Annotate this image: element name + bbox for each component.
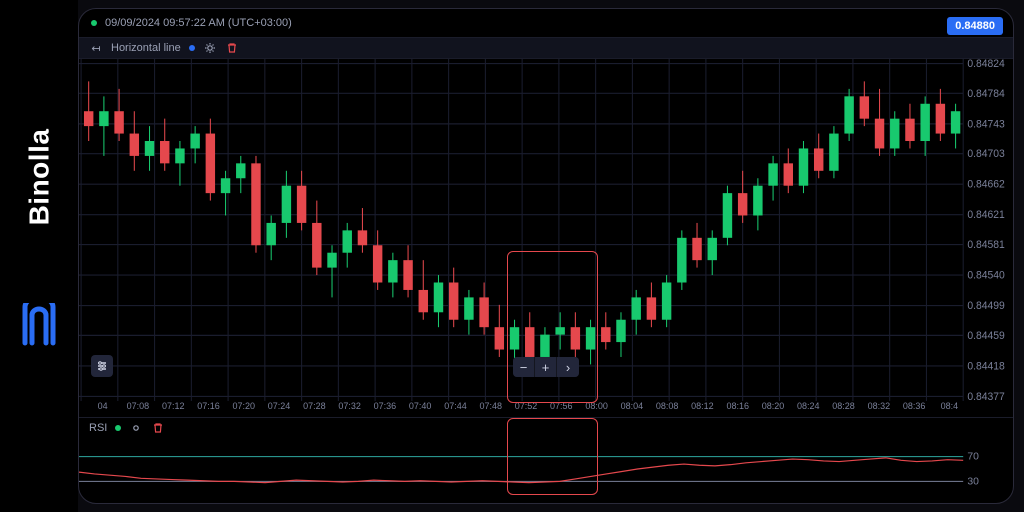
candlestick-chart[interactable]: 0.84824 0.84784 0.84743 0.84703 0.84662 0.846… xyxy=(79,59,1013,401)
svg-text:0.84743: 0.84743 xyxy=(967,118,1004,131)
x-axis: 0407:0807:1207:1607:2007:2407:2807:3207:… xyxy=(79,401,1013,417)
meta-row: 09/09/2024 09:57:22 AM (UTC+03:00) xyxy=(79,9,1013,37)
hline-label: Horizontal line xyxy=(111,42,181,54)
xtick: 07:08 xyxy=(120,401,155,411)
xtick: 08:24 xyxy=(791,401,826,411)
horizontal-line-bar: ↤ Horizontal line xyxy=(79,37,1013,59)
xtick: 07:56 xyxy=(544,401,579,411)
svg-text:0.84418: 0.84418 xyxy=(967,360,1004,373)
svg-text:0.84377: 0.84377 xyxy=(967,390,1004,401)
xtick: 07:36 xyxy=(367,401,402,411)
xtick: 07:32 xyxy=(332,401,367,411)
rsi-panel: RSI 70 30 xyxy=(79,417,1013,503)
svg-text:0.84459: 0.84459 xyxy=(967,329,1004,342)
svg-text:0.84824: 0.84824 xyxy=(967,59,1004,70)
svg-text:0.84703: 0.84703 xyxy=(967,148,1004,161)
xtick: 08:08 xyxy=(650,401,685,411)
xtick: 08:4 xyxy=(932,401,967,411)
brand-sidebar: Binolla xyxy=(0,0,78,512)
chart-settings-icon[interactable] xyxy=(91,355,113,377)
rsi-dot-green-icon[interactable] xyxy=(115,425,121,431)
price-badge: 0.84880 xyxy=(947,17,1003,35)
svg-text:0.84784: 0.84784 xyxy=(967,87,1004,100)
trash-icon[interactable] xyxy=(225,41,239,55)
zoom-controls: − + › xyxy=(513,357,579,377)
xtick: 04 xyxy=(85,401,120,411)
drag-handle-icon[interactable]: ↤ xyxy=(89,41,103,55)
rsi-header: RSI xyxy=(79,418,1013,438)
chart-panel: 09/09/2024 09:57:22 AM (UTC+03:00) 0.848… xyxy=(78,8,1014,504)
brand-logo-icon xyxy=(19,303,59,352)
xtick: 07:48 xyxy=(473,401,508,411)
svg-text:0.84621: 0.84621 xyxy=(967,209,1004,222)
rsi-trash-icon[interactable] xyxy=(151,421,165,435)
xtick: 07:44 xyxy=(438,401,473,411)
xtick: 07:16 xyxy=(191,401,226,411)
timestamp: 09/09/2024 09:57:22 AM (UTC+03:00) xyxy=(105,17,292,29)
xtick: 08:12 xyxy=(685,401,720,411)
xtick: 07:24 xyxy=(261,401,296,411)
xtick: 08:04 xyxy=(614,401,649,411)
svg-text:0.84662: 0.84662 xyxy=(967,178,1004,191)
xtick: 07:40 xyxy=(403,401,438,411)
xtick: 07:52 xyxy=(508,401,543,411)
xtick: 08:36 xyxy=(896,401,931,411)
zoom-in-button[interactable]: + xyxy=(535,357,557,377)
svg-text:0.84581: 0.84581 xyxy=(967,239,1004,252)
brand-name: Binolla xyxy=(23,128,55,225)
svg-text:0.84540: 0.84540 xyxy=(967,269,1004,282)
xtick: 08:32 xyxy=(861,401,896,411)
zoom-next-button[interactable]: › xyxy=(557,357,579,377)
xtick: 08:16 xyxy=(720,401,755,411)
svg-text:70: 70 xyxy=(967,452,979,463)
xtick: 07:20 xyxy=(226,401,261,411)
gear-icon[interactable] xyxy=(203,41,217,55)
rsi-label: RSI xyxy=(89,422,107,434)
xtick: 08:28 xyxy=(826,401,861,411)
svg-text:30: 30 xyxy=(967,477,979,488)
hline-color-dot-icon[interactable] xyxy=(189,45,195,51)
svg-text:0.84499: 0.84499 xyxy=(967,300,1004,313)
zoom-out-button[interactable]: − xyxy=(513,357,535,377)
rsi-gear-icon[interactable] xyxy=(129,421,143,435)
xtick: 08:20 xyxy=(755,401,790,411)
xtick: 07:28 xyxy=(297,401,332,411)
xtick: 07:12 xyxy=(156,401,191,411)
xtick: 08:00 xyxy=(579,401,614,411)
live-dot-icon xyxy=(91,20,97,26)
